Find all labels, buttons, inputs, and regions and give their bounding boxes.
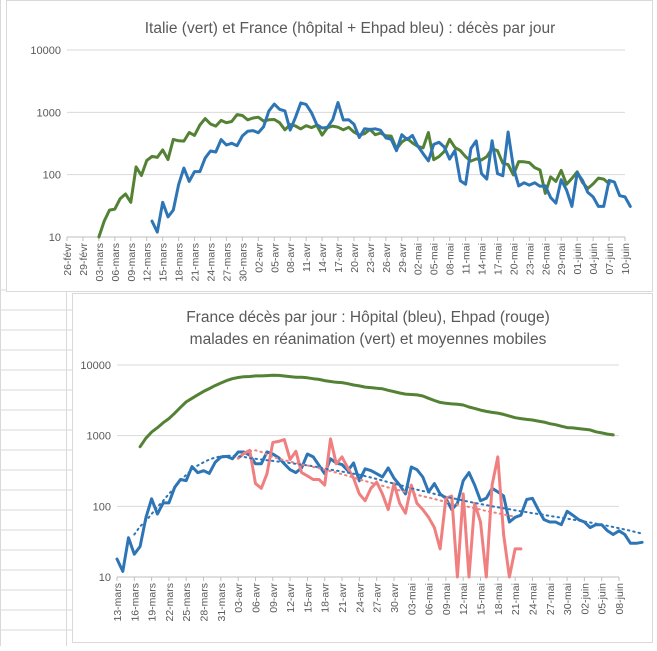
x-tick-label: 24-mai <box>527 583 539 615</box>
chart-subtitle: malades en réanimation (vert) et moyenne… <box>190 331 547 348</box>
x-tick-label: 30-mars <box>237 243 249 282</box>
x-tick-label: 13-mars <box>112 583 124 622</box>
x-tick-label: 06-avr <box>250 583 262 613</box>
chart-italie-france[interactable]: Italie (vert) et France (hôpital + Ehpad… <box>6 0 653 292</box>
x-tick-label: 02-mai <box>413 243 425 275</box>
x-tick-label: 02-avr <box>253 243 265 273</box>
x-tick-label: 07-juin <box>604 243 616 275</box>
y-tick-label: 1000 <box>87 431 111 443</box>
x-tick-label: 27-mars <box>221 243 233 282</box>
x-tick-label: 08-juin <box>614 583 626 615</box>
series-line-italie <box>97 113 611 239</box>
x-tick-label: 03-mai <box>406 583 418 615</box>
x-tick-label: 05-avr <box>269 243 281 273</box>
x-tick-label: 15-avr <box>302 583 314 613</box>
x-tick-label: 26-févr <box>62 243 74 276</box>
x-tick-label: 06-mars <box>110 243 122 282</box>
y-tick-label: 10000 <box>80 360 111 372</box>
x-tick-label: 01-juin <box>572 243 584 275</box>
x-tick-label: 29-févr <box>78 243 90 276</box>
x-tick-label: 28-mars <box>199 583 211 622</box>
x-tick-label: 08-avr <box>285 243 297 273</box>
x-tick-label: 11-mai <box>461 243 473 274</box>
x-tick-label: 22-mars <box>164 583 176 622</box>
series-line-france <box>150 101 632 234</box>
chart-title: France décès par jour : Hôpital (bleu), … <box>186 309 550 326</box>
x-tick-label: 31-mars <box>216 583 228 622</box>
x-tick-label: 15-mai <box>476 583 488 615</box>
x-tick-label: 18-mai <box>493 583 505 615</box>
x-tick-label: 17-avr <box>333 243 345 273</box>
x-tick-label: 18-mars <box>174 243 186 282</box>
series-line-ehpad <box>236 437 523 579</box>
x-tick-label: 03-mars <box>94 243 106 282</box>
x-tick-label: 12-mai <box>458 583 470 615</box>
x-tick-label: 03-avr <box>233 583 245 613</box>
x-tick-label: 16-mars <box>129 583 141 622</box>
x-tick-label: 06-mai <box>424 583 436 615</box>
y-tick-label: 1000 <box>37 107 61 119</box>
x-tick-label: 21-mai <box>510 583 522 615</box>
x-tick-label: 21-mars <box>190 243 202 282</box>
x-tick-label: 20-mai <box>508 243 520 275</box>
x-tick-label: 09-mai <box>441 583 453 615</box>
x-tick-label: 20-avr <box>349 243 361 273</box>
x-tick-label: 11-avr <box>301 242 313 271</box>
x-tick-label: 18-avr <box>320 583 332 613</box>
chart-france-hopital-ehpad[interactable]: France décès par jour : Hôpital (bleu), … <box>72 293 653 643</box>
x-tick-label: 24-mars <box>205 243 217 282</box>
x-tick-label: 10-juin <box>620 243 632 275</box>
x-tick-label: 05-mai <box>429 243 441 275</box>
x-tick-label: 27-avr <box>372 583 384 613</box>
series-line-réanimation <box>138 373 615 449</box>
x-tick-label: 04-juin <box>588 243 600 275</box>
x-tick-label: 26-avr <box>381 243 393 273</box>
chart-2-svg: France décès par jour : Hôpital (bleu), … <box>80 309 644 622</box>
x-tick-label: 24-avr <box>354 583 366 613</box>
y-tick-label: 100 <box>93 501 111 513</box>
x-tick-label: 05-juin <box>597 583 609 615</box>
y-tick-label: 10 <box>99 572 111 584</box>
y-tick-label: 10 <box>49 232 61 244</box>
x-tick-label: 25-mars <box>181 583 193 622</box>
y-tick-label: 10000 <box>30 45 61 57</box>
series-line-hôpital-moyenne-mobile <box>133 454 644 536</box>
x-tick-label: 09-avr <box>268 583 280 613</box>
x-tick-label: 21-avr <box>337 583 349 613</box>
x-tick-label: 12-avr <box>285 583 297 613</box>
x-tick-label: 23-avr <box>365 243 377 273</box>
chart-1-svg: Italie (vert) et France (hôpital + Ehpad… <box>30 20 632 282</box>
x-tick-label: 09-mars <box>126 243 138 282</box>
x-tick-label: 14-avr <box>317 243 329 273</box>
x-tick-label: 15-mars <box>158 243 170 282</box>
y-tick-label: 100 <box>43 170 61 182</box>
chart-title: Italie (vert) et France (hôpital + Ehpad… <box>145 20 556 37</box>
x-tick-label: 17-mai <box>492 243 504 275</box>
x-tick-label: 30-avr <box>389 583 401 613</box>
x-tick-label: 08-mai <box>445 243 457 275</box>
x-tick-label: 19-mars <box>147 583 159 622</box>
x-tick-label: 30-mai <box>562 583 574 615</box>
x-tick-label: 14-mai <box>477 243 489 275</box>
series-line-hôpital <box>115 450 644 573</box>
x-tick-label: 02-juin <box>579 583 591 615</box>
series-line-ehpad-moyenne-mobile <box>248 449 517 518</box>
x-tick-label: 23-mai <box>524 243 536 275</box>
x-tick-label: 12-mars <box>142 243 154 282</box>
x-tick-label: 27-mai <box>545 583 557 615</box>
x-tick-label: 26-mai <box>540 243 552 275</box>
x-tick-label: 29-avr <box>397 243 409 273</box>
x-tick-label: 29-mai <box>556 243 568 275</box>
